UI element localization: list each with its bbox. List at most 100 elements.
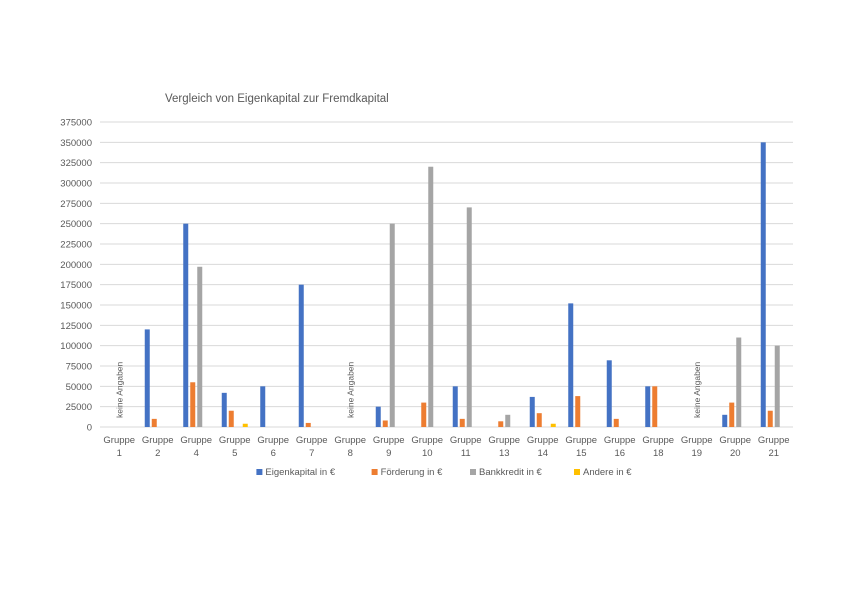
bar-eigenkapital bbox=[144, 329, 150, 427]
y-tick-label: 350000 bbox=[60, 138, 92, 149]
y-tick-label: 175000 bbox=[60, 280, 92, 291]
bar-förderung bbox=[228, 410, 234, 427]
x-tick-label: Gruppe bbox=[103, 435, 135, 446]
x-tick-label: Gruppe bbox=[527, 435, 559, 446]
y-tick-label: 250000 bbox=[60, 219, 92, 230]
bar-eigenkapital bbox=[568, 303, 574, 427]
x-tick-label: 6 bbox=[271, 448, 276, 459]
x-tick-label: Gruppe bbox=[219, 435, 251, 446]
x-tick-label: 10 bbox=[422, 448, 433, 459]
bar-förderung bbox=[421, 402, 427, 427]
x-tick-label: 19 bbox=[691, 448, 702, 459]
bar-eigenkapital bbox=[221, 392, 227, 427]
bar-andere bbox=[550, 423, 556, 427]
annotation-label: keine Angaben bbox=[114, 361, 124, 418]
y-tick-label: 75000 bbox=[66, 362, 92, 373]
x-tick-label: Gruppe bbox=[450, 435, 482, 446]
legend-label: Bankkredit in € bbox=[479, 467, 543, 478]
bar-bankkredit bbox=[774, 345, 780, 427]
annotation-label: keine Angaben bbox=[692, 361, 702, 418]
x-tick-label: Gruppe bbox=[642, 435, 674, 446]
y-tick-label: 325000 bbox=[60, 158, 92, 169]
x-tick-label: Gruppe bbox=[334, 435, 366, 446]
x-tick-label: 1 bbox=[117, 448, 122, 459]
y-tick-label: 125000 bbox=[60, 321, 92, 332]
x-tick-label: 4 bbox=[194, 448, 199, 459]
x-tick-label: Gruppe bbox=[373, 435, 405, 446]
bar-förderung bbox=[767, 410, 773, 427]
y-tick-label: 150000 bbox=[60, 301, 92, 312]
y-tick-label: 300000 bbox=[60, 179, 92, 190]
x-tick-label: 16 bbox=[614, 448, 625, 459]
y-tick-label: 50000 bbox=[66, 382, 92, 393]
x-tick-label: Gruppe bbox=[758, 435, 790, 446]
y-tick-label: 375000 bbox=[60, 118, 92, 129]
x-tick-label: 2 bbox=[155, 448, 160, 459]
bar-eigenkapital bbox=[183, 223, 189, 427]
bar-eigenkapital bbox=[375, 406, 381, 427]
bar-förderung bbox=[151, 418, 157, 427]
x-tick-label: 11 bbox=[461, 448, 471, 459]
x-tick-label: Gruppe bbox=[411, 435, 443, 446]
bar-eigenkapital bbox=[760, 142, 766, 428]
x-tick-label: 13 bbox=[499, 448, 510, 459]
bar-förderung bbox=[459, 418, 465, 427]
bar-eigenkapital bbox=[645, 386, 651, 427]
x-tick-label: Gruppe bbox=[488, 435, 520, 446]
x-tick-label: Gruppe bbox=[681, 435, 713, 446]
bar-förderung bbox=[536, 413, 542, 427]
legend-label: Andere in € bbox=[583, 467, 632, 478]
y-tick-label: 25000 bbox=[66, 402, 92, 413]
y-tick-label: 200000 bbox=[60, 260, 92, 271]
x-tick-label: Gruppe bbox=[180, 435, 212, 446]
legend-swatch bbox=[574, 469, 580, 475]
x-tick-label: 21 bbox=[768, 448, 779, 459]
chart-title: Vergleich von Eigenkapital zur Fremdkapi… bbox=[165, 93, 389, 105]
x-tick-label: Gruppe bbox=[719, 435, 751, 446]
y-tick-label: 100000 bbox=[60, 341, 92, 352]
bar-bankkredit bbox=[197, 266, 203, 427]
bar-eigenkapital bbox=[529, 396, 535, 427]
bar-eigenkapital bbox=[298, 284, 304, 427]
x-tick-label: Gruppe bbox=[565, 435, 597, 446]
y-tick-label: 275000 bbox=[60, 199, 92, 210]
bar-förderung bbox=[575, 396, 581, 427]
bar-förderung bbox=[190, 382, 196, 427]
bar-eigenkapital bbox=[452, 386, 458, 427]
x-tick-label: Gruppe bbox=[257, 435, 289, 446]
annotation-label: keine Angaben bbox=[345, 361, 355, 418]
bar-förderung bbox=[613, 418, 619, 427]
x-tick-label: 9 bbox=[386, 448, 391, 459]
x-tick-label: 8 bbox=[348, 448, 353, 459]
bar-bankkredit bbox=[736, 337, 742, 427]
x-tick-label: 18 bbox=[653, 448, 664, 459]
bar-bankkredit bbox=[428, 166, 434, 427]
bar-andere bbox=[242, 423, 248, 427]
x-tick-label: 15 bbox=[576, 448, 587, 459]
x-tick-label: Gruppe bbox=[296, 435, 328, 446]
legend-label: Förderung in € bbox=[381, 467, 444, 478]
y-tick-label: 0 bbox=[87, 423, 92, 434]
bar-förderung bbox=[729, 402, 735, 427]
legend-label: Eigenkapital in € bbox=[265, 467, 335, 478]
bar-bankkredit bbox=[466, 207, 472, 427]
legend-swatch bbox=[371, 469, 378, 475]
bar-bankkredit bbox=[389, 223, 395, 427]
x-tick-label: 20 bbox=[730, 448, 741, 459]
x-tick-label: 14 bbox=[537, 448, 548, 459]
bar-förderung bbox=[305, 422, 311, 427]
legend-swatch bbox=[256, 469, 263, 475]
x-tick-label: Gruppe bbox=[604, 435, 636, 446]
bar-förderung bbox=[382, 420, 388, 427]
legend-swatch bbox=[470, 469, 476, 475]
x-tick-label: Gruppe bbox=[142, 435, 174, 446]
bar-förderung bbox=[652, 386, 658, 427]
bar-eigenkapital bbox=[722, 414, 728, 427]
x-tick-label: 5 bbox=[232, 448, 237, 459]
bar-bankkredit bbox=[505, 414, 511, 427]
bar-förderung bbox=[498, 421, 504, 427]
x-tick-label: 7 bbox=[309, 448, 314, 459]
bar-eigenkapital bbox=[606, 360, 612, 427]
